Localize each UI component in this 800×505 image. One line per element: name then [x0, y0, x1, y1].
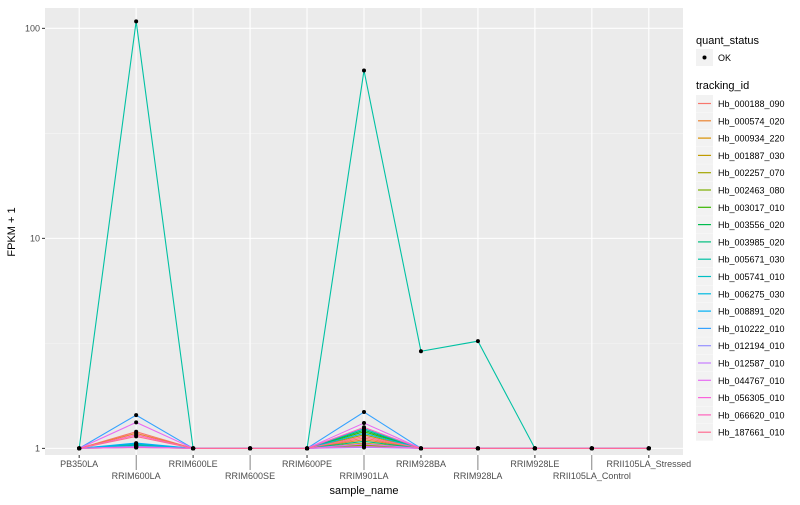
data-point — [362, 68, 366, 73]
data-point — [362, 431, 366, 436]
legend-label: Hb_002463_080 — [718, 186, 785, 196]
data-point — [305, 446, 310, 451]
legend-label: Hb_002257_070 — [718, 168, 785, 178]
x-tick-label: RRIM928LA — [453, 471, 502, 481]
data-point — [362, 421, 366, 426]
data-point — [362, 410, 366, 415]
x-tick-label: RRIM600LE — [169, 459, 218, 469]
data-point — [134, 413, 139, 418]
data-point — [134, 445, 139, 450]
legend-label: Hb_001887_030 — [718, 151, 785, 161]
x-tick-label: RRII105LA_Stressed — [607, 459, 692, 469]
legend-label: Hb_005741_010 — [718, 272, 785, 282]
data-point — [532, 446, 537, 451]
y-axis-label: FPKM + 1 — [6, 207, 18, 256]
legend-label: Hb_012194_010 — [718, 341, 785, 351]
x-tick-label: RRII105LA_Control — [553, 471, 631, 481]
x-tick-label: RRIM901LA — [339, 471, 388, 481]
x-tick-label: RRIM928BA — [396, 459, 446, 469]
point-legend-label: OK — [718, 53, 731, 63]
legend-label: Hb_008891_020 — [718, 307, 785, 317]
data-point — [646, 446, 651, 451]
y-tick-label: 1 — [35, 443, 40, 453]
legend-label: Hb_000934_220 — [718, 134, 785, 144]
legend-label: Hb_005671_030 — [718, 255, 785, 265]
legend-label: Hb_012587_010 — [718, 359, 785, 369]
legend: quant_status OK tracking_id Hb_000188_09… — [696, 35, 785, 441]
legend-label: Hb_187661_010 — [718, 428, 785, 438]
data-point — [134, 441, 139, 446]
legend-label: Hb_003556_020 — [718, 220, 785, 230]
data-point — [589, 446, 594, 451]
legend-label: Hb_006275_030 — [718, 289, 785, 299]
point-legend-icon — [702, 55, 707, 60]
data-point — [362, 444, 366, 449]
data-point — [418, 349, 423, 354]
data-point — [362, 434, 366, 439]
legend-label: Hb_003985_020 — [718, 237, 785, 247]
data-point — [475, 446, 480, 451]
legend-label: Hb_066620_010 — [718, 410, 785, 420]
x-tick-label: RRIM600LA — [112, 471, 161, 481]
data-point — [191, 446, 196, 451]
data-point — [134, 434, 139, 439]
line-legend-title: tracking_id — [696, 80, 749, 92]
data-point — [134, 420, 139, 425]
x-axis-label: sample_name — [329, 485, 398, 497]
x-tick-label: RRIM600SE — [225, 471, 275, 481]
legend-label: Hb_056305_010 — [718, 393, 785, 403]
data-point — [418, 446, 423, 451]
legend-label: Hb_000188_090 — [718, 99, 785, 109]
x-tick-label: RRIM928LE — [510, 459, 559, 469]
legend-label: Hb_000574_020 — [718, 116, 785, 126]
y-tick-label: 100 — [25, 23, 40, 33]
data-point — [134, 19, 139, 24]
legend-label: Hb_010222_010 — [718, 324, 785, 334]
legend-label: Hb_044767_010 — [718, 376, 785, 386]
data-point — [362, 425, 366, 430]
legend-label: Hb_003017_010 — [718, 203, 785, 213]
y-tick-label: 10 — [30, 233, 40, 243]
x-tick-label: RRIM600PE — [282, 459, 332, 469]
x-tick-label: PB350LA — [60, 459, 98, 469]
data-point — [248, 446, 253, 451]
data-point — [77, 446, 82, 451]
point-legend-title: quant_status — [696, 35, 759, 47]
data-point — [475, 339, 480, 344]
